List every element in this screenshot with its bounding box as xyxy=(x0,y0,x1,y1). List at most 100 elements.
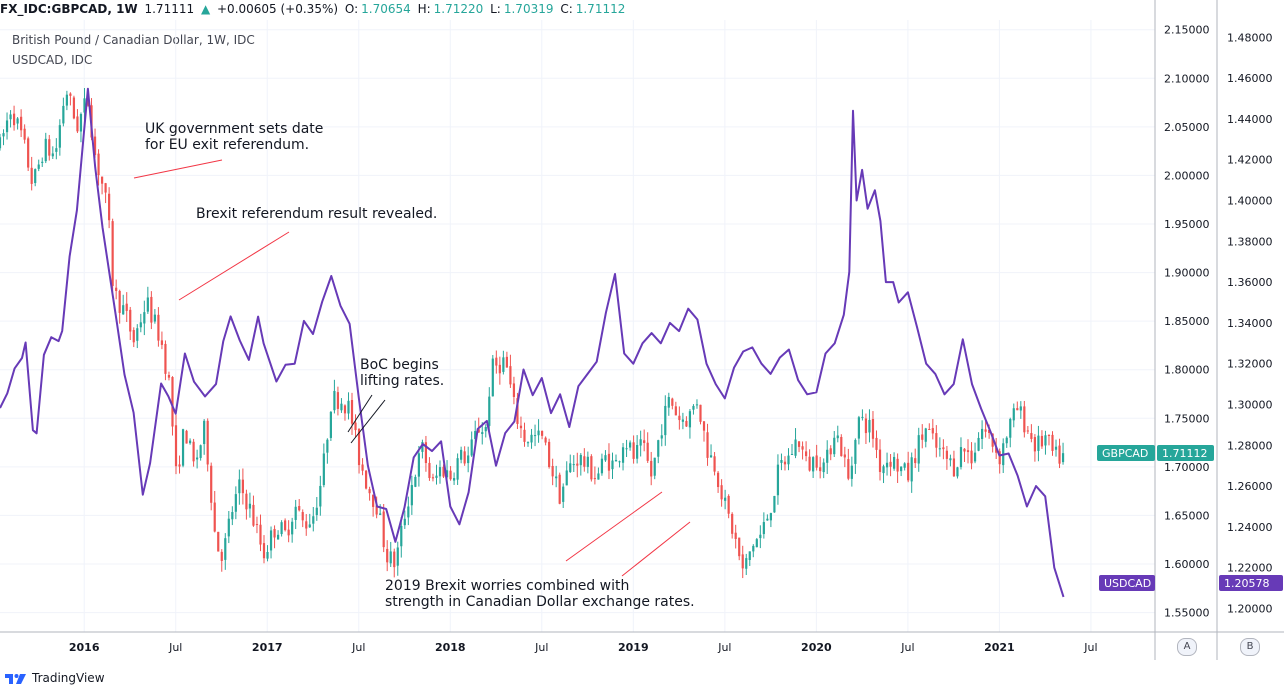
candle-body xyxy=(995,447,998,453)
symbol-label[interactable]: FX_IDC:GBPCAD, 1W xyxy=(0,2,138,16)
annotation-text: lifting rates. xyxy=(360,373,444,389)
candle-body xyxy=(537,430,540,436)
compare-axis-label: 1.34000 xyxy=(1227,317,1273,330)
candle-body xyxy=(766,518,769,521)
candle-body xyxy=(1030,433,1033,439)
usdcad-line[interactable] xyxy=(0,87,1065,598)
high-value: 1.71220 xyxy=(433,2,484,16)
candle-body xyxy=(224,538,227,560)
compare-axis-label: 1.30000 xyxy=(1227,399,1273,412)
candle-body xyxy=(973,452,977,462)
candle-body xyxy=(826,449,829,463)
candle-body xyxy=(354,422,357,431)
candle-body xyxy=(945,450,948,459)
price-axis-label: 1.55000 xyxy=(1164,607,1210,620)
legend-main-series[interactable]: British Pound / Canadian Dollar, 1W, IDC xyxy=(12,33,255,47)
annotation-line xyxy=(565,491,663,562)
candle-body xyxy=(262,543,266,559)
annotation-text: for EU exit referendum. xyxy=(145,137,309,153)
candle-body xyxy=(822,462,825,473)
candle-body xyxy=(1019,406,1022,411)
candle-body xyxy=(438,467,442,477)
candle-body xyxy=(1040,435,1044,447)
price-axis-label: 2.05000 xyxy=(1164,121,1210,134)
candle-body xyxy=(231,512,234,520)
candle-body xyxy=(467,455,470,464)
price-change: +0.00605 (+0.35%) xyxy=(217,2,339,16)
candle-body xyxy=(857,417,860,439)
candle-body xyxy=(280,522,283,535)
candle-body xyxy=(284,520,287,531)
candle-body xyxy=(812,457,815,472)
candle-body xyxy=(590,456,593,480)
candle-body xyxy=(921,434,924,440)
candle-body xyxy=(386,548,389,563)
brand-name: TradingView xyxy=(32,670,105,685)
candle-body xyxy=(1005,437,1008,444)
candle-body xyxy=(829,448,832,455)
auto-scale-button[interactable]: A xyxy=(1177,638,1197,656)
candle-body xyxy=(477,429,480,433)
candle-body xyxy=(910,457,913,482)
compare-axis-label: 1.42000 xyxy=(1227,154,1273,167)
candle-body xyxy=(988,429,991,434)
candle-body xyxy=(153,314,156,322)
candle-body xyxy=(340,403,343,411)
candle-body xyxy=(428,462,431,479)
candle-body xyxy=(776,464,780,496)
candle-body xyxy=(97,153,100,176)
candle-body xyxy=(604,455,607,461)
candle-body xyxy=(797,441,801,447)
candle-body xyxy=(773,495,776,513)
candle-body xyxy=(695,404,699,406)
candle-body xyxy=(414,476,417,487)
candle-body xyxy=(808,456,811,471)
candle-body xyxy=(305,521,308,529)
candle-body xyxy=(393,551,396,568)
candle-body xyxy=(132,330,135,343)
candle-body xyxy=(357,428,361,466)
candle-body xyxy=(847,459,850,479)
candle-body xyxy=(315,507,318,516)
candle-body xyxy=(9,114,12,120)
last-price: 1.71111 xyxy=(144,2,195,16)
candle-body xyxy=(727,495,730,514)
candle-body xyxy=(794,439,797,456)
candle-body xyxy=(220,551,223,561)
candle-body xyxy=(51,153,54,157)
price-axis-label: 1.90000 xyxy=(1164,267,1210,280)
scale-b-button[interactable]: B xyxy=(1240,638,1260,656)
candle-body xyxy=(343,405,347,414)
candle-body xyxy=(361,464,364,471)
price-axis-label: 1.85000 xyxy=(1164,315,1210,328)
candle-body xyxy=(484,427,487,432)
candle-body xyxy=(108,193,111,221)
time-axis-label: 2020 xyxy=(801,641,832,654)
candle-body xyxy=(125,303,128,311)
annotation-text: 2019 Brexit worries combined with xyxy=(385,578,629,594)
candle-body xyxy=(819,467,822,472)
candle-body xyxy=(555,476,558,479)
close-label: C: xyxy=(560,2,573,16)
candle-body xyxy=(139,322,142,328)
candle-body xyxy=(368,489,371,494)
branding[interactable]: TradingView xyxy=(4,670,105,685)
candle-body xyxy=(1054,446,1058,450)
candle-body xyxy=(72,97,76,119)
candle-body xyxy=(970,450,973,464)
candle-body xyxy=(291,521,294,535)
candle-body xyxy=(903,463,906,468)
candle-body xyxy=(417,453,420,477)
candle-body xyxy=(372,494,375,507)
candle-body xyxy=(252,504,255,526)
price-axis-label: 1.65000 xyxy=(1164,509,1210,522)
candle-body xyxy=(572,464,575,466)
candle-body xyxy=(322,453,325,486)
candle-body xyxy=(815,455,818,468)
legend-compare-series[interactable]: USDCAD, IDC xyxy=(12,53,93,67)
gbpcad-series-tag-bg xyxy=(1097,445,1155,461)
candle-body xyxy=(58,125,61,148)
candle-body xyxy=(382,511,385,548)
gbpcad-series-tag: GBPCAD xyxy=(1102,447,1148,460)
